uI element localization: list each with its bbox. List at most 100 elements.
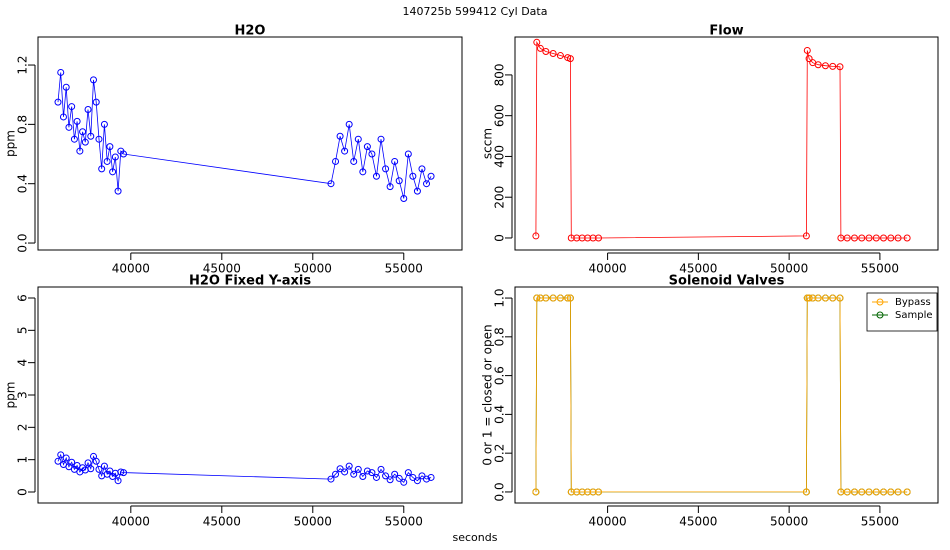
data-point bbox=[106, 143, 114, 151]
x-tick-label: 55000 bbox=[861, 515, 899, 529]
data-point bbox=[903, 234, 911, 242]
data-point bbox=[92, 98, 100, 106]
data-point bbox=[363, 467, 371, 475]
data-point bbox=[584, 488, 592, 496]
data-point bbox=[843, 234, 851, 242]
y-tick-label: 0.0 bbox=[16, 233, 30, 252]
data-point bbox=[341, 147, 349, 155]
data-point bbox=[404, 150, 412, 158]
y-tick-label: 0.4 bbox=[16, 174, 30, 193]
data-point bbox=[542, 294, 550, 302]
data-point bbox=[536, 294, 544, 302]
data-point bbox=[73, 117, 81, 125]
data-point bbox=[76, 147, 84, 155]
data-point bbox=[87, 132, 95, 140]
x-tick-label: 55000 bbox=[385, 262, 423, 276]
data-point bbox=[865, 234, 873, 242]
y-tick-label: 0.0 bbox=[493, 482, 507, 501]
data-point bbox=[578, 234, 586, 242]
data-point bbox=[59, 113, 67, 121]
data-point bbox=[829, 62, 837, 70]
data-point bbox=[336, 465, 344, 473]
y-tick-label: 0.6 bbox=[493, 366, 507, 385]
x-tick-label: 40000 bbox=[112, 515, 150, 529]
x-tick-label: 45000 bbox=[679, 262, 717, 276]
data-point bbox=[567, 234, 575, 242]
data-point bbox=[372, 473, 380, 481]
y-tick-label: 0 bbox=[16, 488, 30, 496]
data-point bbox=[573, 488, 581, 496]
data-point bbox=[566, 55, 574, 63]
data-point bbox=[81, 138, 89, 146]
data-point bbox=[578, 488, 586, 496]
data-point bbox=[872, 234, 880, 242]
data-point bbox=[829, 294, 837, 302]
data-point bbox=[843, 488, 851, 496]
data-point bbox=[377, 135, 385, 143]
x-tick-label: 50000 bbox=[770, 515, 808, 529]
legend-label: Bypass bbox=[895, 297, 931, 308]
data-point bbox=[413, 477, 421, 485]
figure-title: 140725b 599412 Cyl Data bbox=[403, 5, 548, 18]
data-point bbox=[821, 294, 829, 302]
x-tick-label: 45000 bbox=[679, 515, 717, 529]
data-point bbox=[803, 46, 811, 54]
y-tick-label: 5 bbox=[16, 327, 30, 335]
data-point bbox=[57, 68, 65, 76]
data-point bbox=[68, 103, 76, 111]
data-point bbox=[100, 120, 108, 128]
data-point bbox=[114, 187, 122, 195]
data-point bbox=[391, 157, 399, 165]
y-tick-label: 1.0 bbox=[493, 289, 507, 308]
data-point bbox=[62, 454, 70, 462]
data-point bbox=[84, 106, 92, 114]
data-point bbox=[903, 488, 911, 496]
x-tick-label: 50000 bbox=[294, 515, 332, 529]
panel-title: H2O Fixed Y-axis bbox=[189, 274, 311, 289]
data-point bbox=[354, 465, 362, 473]
panel-title: Solenoid Valves bbox=[669, 274, 785, 289]
y-axis-label: 0 or 1 = closed or open bbox=[481, 324, 495, 465]
data-point bbox=[427, 172, 435, 180]
data-point bbox=[595, 488, 603, 496]
y-tick-label: 6 bbox=[16, 294, 30, 302]
data-point bbox=[98, 165, 106, 173]
plot-frame bbox=[514, 286, 939, 504]
data-point bbox=[350, 470, 358, 478]
data-point bbox=[836, 63, 844, 71]
data-point bbox=[354, 135, 362, 143]
data-point bbox=[427, 473, 435, 481]
data-point bbox=[894, 488, 902, 496]
panel-title: H2O bbox=[235, 24, 266, 39]
data-point bbox=[532, 488, 540, 496]
y-tick-label: 1 bbox=[16, 456, 30, 464]
data-point bbox=[382, 165, 390, 173]
y-axis-label: ppm bbox=[4, 130, 18, 157]
legend-marker bbox=[876, 298, 884, 306]
x-tick-label: 45000 bbox=[203, 515, 241, 529]
data-point bbox=[62, 83, 70, 91]
data-point bbox=[887, 234, 895, 242]
y-tick-label: 0.8 bbox=[16, 115, 30, 134]
data-point bbox=[120, 469, 128, 477]
data-point bbox=[350, 157, 358, 165]
data-point bbox=[120, 150, 128, 158]
data-point bbox=[70, 135, 78, 143]
y-axis-label: ppm bbox=[4, 382, 18, 409]
data-point bbox=[880, 234, 888, 242]
data-point bbox=[377, 465, 385, 473]
data-point bbox=[809, 294, 817, 302]
data-point bbox=[805, 294, 813, 302]
data-point bbox=[345, 462, 353, 470]
data-point bbox=[872, 488, 880, 496]
data-point bbox=[536, 44, 544, 52]
data-point bbox=[814, 294, 822, 302]
data-point bbox=[336, 132, 344, 140]
data-point bbox=[595, 234, 603, 242]
data-point bbox=[341, 468, 349, 476]
data-point bbox=[54, 457, 62, 465]
data-point bbox=[395, 177, 403, 185]
series-line bbox=[57, 453, 432, 483]
data-point bbox=[359, 168, 367, 176]
data-point bbox=[109, 168, 117, 176]
